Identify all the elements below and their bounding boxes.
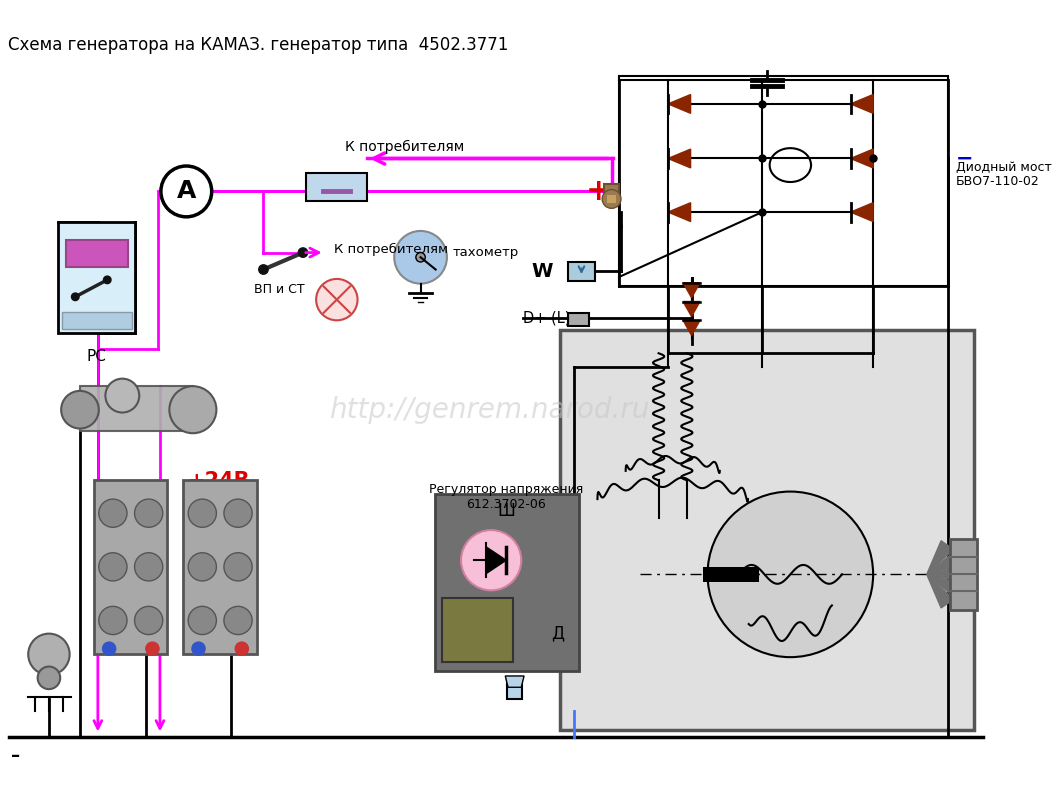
Circle shape bbox=[99, 606, 127, 634]
Polygon shape bbox=[850, 94, 873, 113]
Text: К потребителям: К потребителям bbox=[334, 243, 448, 256]
Circle shape bbox=[463, 532, 520, 589]
Polygon shape bbox=[927, 567, 962, 582]
Circle shape bbox=[102, 642, 116, 656]
Bar bbox=[568, 313, 589, 326]
Text: Д: Д bbox=[551, 625, 565, 643]
Polygon shape bbox=[683, 302, 700, 317]
Circle shape bbox=[134, 553, 163, 581]
Circle shape bbox=[29, 634, 70, 675]
Text: −: − bbox=[956, 149, 974, 168]
Circle shape bbox=[61, 391, 99, 428]
Bar bbox=[184, 480, 257, 654]
Text: –: – bbox=[12, 747, 20, 765]
Bar bbox=[80, 386, 193, 432]
Bar bbox=[607, 195, 617, 203]
Circle shape bbox=[394, 231, 447, 284]
Text: D+ (L): D+ (L) bbox=[523, 311, 570, 326]
Polygon shape bbox=[505, 676, 524, 687]
Circle shape bbox=[99, 553, 127, 581]
Polygon shape bbox=[683, 283, 700, 298]
Polygon shape bbox=[927, 575, 962, 597]
Text: +24В: +24В bbox=[188, 471, 250, 491]
Circle shape bbox=[146, 642, 159, 656]
Text: Диодный мост
БВО7-110-02: Диодный мост БВО7-110-02 bbox=[956, 160, 1052, 189]
Polygon shape bbox=[927, 575, 954, 608]
Polygon shape bbox=[927, 541, 954, 575]
Polygon shape bbox=[668, 203, 691, 222]
Text: РС: РС bbox=[87, 350, 107, 365]
Bar bbox=[950, 538, 977, 610]
Bar bbox=[94, 480, 168, 654]
Circle shape bbox=[416, 252, 426, 262]
Circle shape bbox=[161, 166, 211, 217]
Circle shape bbox=[134, 606, 163, 634]
Bar bbox=[58, 222, 135, 332]
Circle shape bbox=[708, 491, 873, 657]
Text: –: – bbox=[94, 471, 103, 490]
Polygon shape bbox=[850, 149, 873, 168]
Polygon shape bbox=[927, 551, 962, 575]
Text: Регулятор напряжения
612.3702-06: Регулятор напряжения 612.3702-06 bbox=[429, 483, 583, 511]
Bar bbox=[604, 184, 619, 199]
Bar bbox=[507, 679, 522, 700]
Circle shape bbox=[188, 606, 216, 634]
Circle shape bbox=[99, 499, 127, 527]
Bar bbox=[560, 330, 974, 729]
Text: +: + bbox=[586, 177, 611, 206]
Circle shape bbox=[192, 642, 205, 656]
Bar bbox=[306, 173, 366, 201]
Polygon shape bbox=[683, 321, 700, 336]
Circle shape bbox=[106, 379, 139, 413]
Polygon shape bbox=[668, 94, 691, 113]
Bar bbox=[703, 567, 759, 582]
Circle shape bbox=[259, 265, 268, 274]
Bar bbox=[568, 262, 595, 281]
Circle shape bbox=[461, 530, 522, 590]
Circle shape bbox=[224, 606, 252, 634]
Circle shape bbox=[38, 667, 60, 689]
Bar bbox=[619, 75, 948, 285]
Circle shape bbox=[72, 293, 79, 300]
Circle shape bbox=[188, 553, 216, 581]
Text: Схема генератора на КАМАЗ. генератор типа  4502.3771: Схема генератора на КАМАЗ. генератор тип… bbox=[7, 36, 508, 54]
Circle shape bbox=[169, 386, 216, 433]
Text: A: A bbox=[176, 179, 196, 204]
Text: Ш: Ш bbox=[497, 502, 515, 520]
Circle shape bbox=[298, 248, 307, 257]
Text: К потребителям: К потребителям bbox=[345, 140, 465, 154]
Circle shape bbox=[316, 279, 358, 321]
Bar bbox=[65, 241, 128, 266]
Text: W: W bbox=[531, 262, 553, 281]
Text: http://genrem.narod.ru: http://genrem.narod.ru bbox=[329, 395, 649, 424]
Text: ВП и СТ: ВП и СТ bbox=[254, 283, 305, 296]
Bar bbox=[435, 494, 579, 671]
Polygon shape bbox=[668, 149, 691, 168]
Circle shape bbox=[602, 189, 621, 208]
Polygon shape bbox=[487, 547, 506, 574]
Circle shape bbox=[188, 499, 216, 527]
Bar bbox=[442, 598, 513, 662]
Circle shape bbox=[103, 276, 111, 284]
Text: тахометр: тахометр bbox=[453, 246, 518, 259]
Circle shape bbox=[134, 499, 163, 527]
Bar bbox=[62, 312, 132, 329]
Circle shape bbox=[224, 553, 252, 581]
Polygon shape bbox=[850, 203, 873, 222]
Circle shape bbox=[224, 499, 252, 527]
Circle shape bbox=[235, 642, 248, 656]
